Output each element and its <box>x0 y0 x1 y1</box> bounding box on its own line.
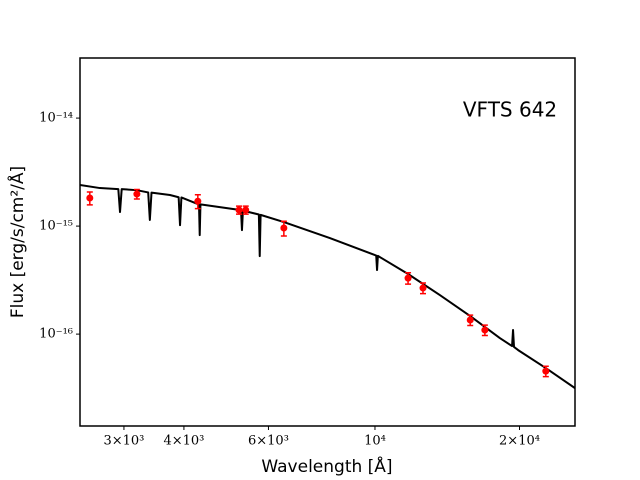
photometry-point <box>280 224 288 232</box>
x-axis-label: Wavelength [Å] <box>261 455 392 477</box>
x-tick-label: 10⁴ <box>364 434 386 449</box>
y-tick-label: 10⁻¹⁴ <box>39 111 73 126</box>
photometry-point <box>542 367 550 375</box>
photometry-point <box>194 197 202 205</box>
y-tick-label: 10⁻¹⁶ <box>39 327 73 342</box>
photometry-point <box>86 194 94 202</box>
photometry-point <box>419 284 427 292</box>
photometry-point <box>404 274 412 282</box>
photometry-point <box>481 326 489 334</box>
x-tick-label: 2×10⁴ <box>499 434 540 449</box>
plot-frame <box>79 57 576 427</box>
photometry-point <box>133 190 141 198</box>
photometry-point <box>242 206 250 214</box>
annotation: VFTS 642 <box>463 98 557 122</box>
x-tick-label: 6×10³ <box>248 434 289 449</box>
plot-area <box>80 184 575 389</box>
y-tick-label: 10⁻¹⁵ <box>39 219 73 234</box>
photometry-point <box>235 206 243 214</box>
y-axis-label: Flux [erg/s/cm²/Å] <box>6 166 28 318</box>
x-tick-label: 4×10³ <box>163 434 204 449</box>
x-tick-label: 3×10³ <box>103 434 144 449</box>
photometry-point <box>466 316 474 324</box>
